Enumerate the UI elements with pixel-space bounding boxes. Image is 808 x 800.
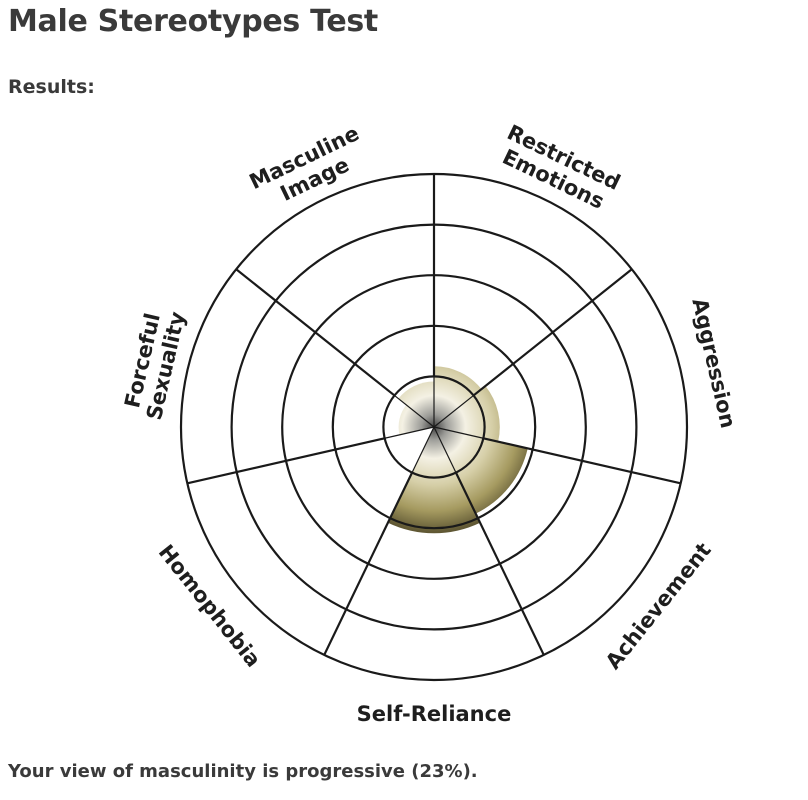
grid-spoke-inner-2	[433, 394, 474, 428]
grid-spoke-6	[187, 437, 385, 485]
grid-spoke-inner-6	[384, 426, 435, 439]
grid-spoke-inner-5	[411, 426, 435, 473]
grid-spoke-inner-7	[394, 394, 435, 428]
wedge-aggression	[434, 385, 500, 442]
result-summary: Your view of masculinity is progressive …	[8, 761, 478, 782]
wedge-achievement	[434, 427, 528, 514]
grid-spoke-inner-4	[433, 426, 457, 473]
axis-label-self-reliance: Self-Reliance	[357, 702, 512, 726]
grid-spokes	[187, 174, 681, 656]
grid-spoke-4	[454, 472, 545, 656]
axis-label-line: Achievement	[601, 538, 716, 673]
value-wedges	[387, 366, 528, 534]
wedge-forceful-sexuality	[398, 404, 434, 435]
wedge-restricted-emotions	[434, 366, 482, 427]
grid-spoke-3	[483, 437, 681, 485]
grid-spoke-7	[235, 268, 396, 397]
axis-label-line: Aggression	[687, 296, 740, 431]
axis-label-achievement: Achievement	[601, 538, 716, 673]
axis-label-aggression: Aggression	[687, 296, 740, 431]
grid-spoke-5	[323, 472, 414, 656]
axis-label-line: Homophobia	[154, 540, 266, 672]
grid-spoke-inner-3	[433, 426, 484, 439]
grid-rings	[179, 172, 689, 682]
grid-spoke-2	[472, 268, 633, 397]
wedge-self-reliance	[387, 427, 481, 534]
axis-label-homophobia: Homophobia	[154, 540, 266, 672]
wedge-masculine-image	[398, 381, 434, 427]
results-label: Results:	[8, 76, 95, 98]
axis-label-line: Self-Reliance	[357, 702, 512, 726]
page-title: Male Stereotypes Test	[8, 4, 378, 39]
